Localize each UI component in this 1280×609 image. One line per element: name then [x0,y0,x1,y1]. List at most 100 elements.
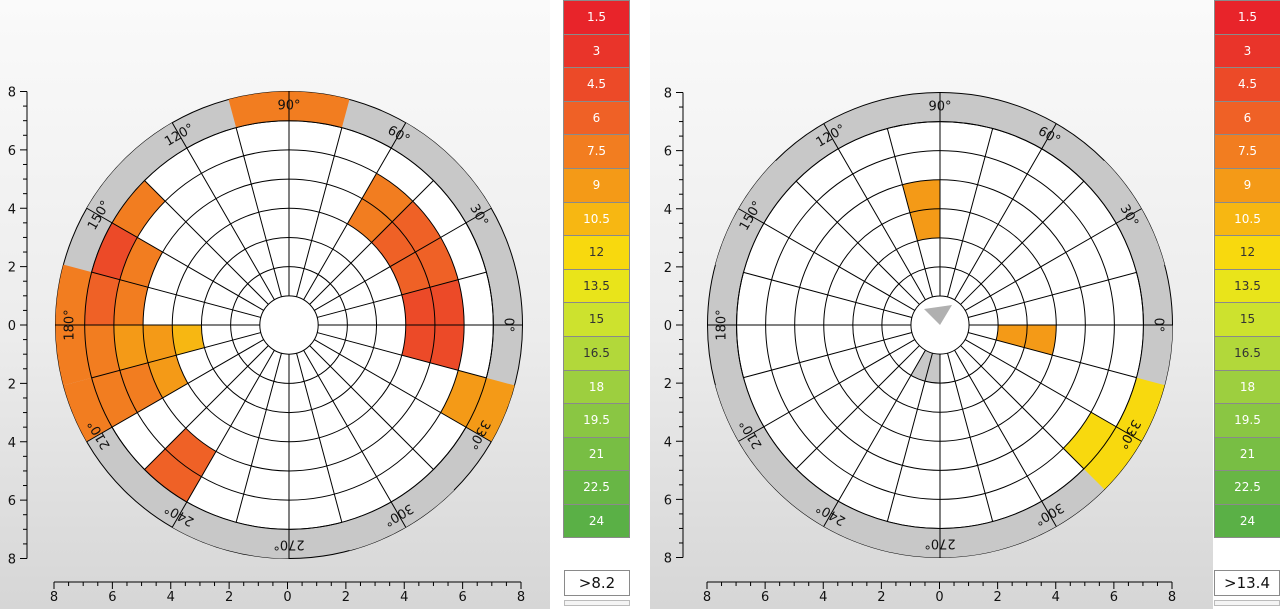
radial-line [171,350,275,528]
legend-cell: 13.5 [1214,268,1280,303]
radial-line [171,122,275,300]
radial-line [91,332,261,379]
legend-cell: 13.5 [563,268,630,303]
x-tick-label: 4 [400,590,408,605]
gray-cell [738,160,797,224]
radial-line [967,332,1137,379]
radial-line [738,208,916,311]
gray-cell [1136,325,1173,386]
radial-line [960,180,1085,305]
angle-label: 90° [928,100,951,115]
radial-line [86,207,264,311]
legend-right: 1.5 3 4.5 6 7.5 9 10.5 12 13.5 15 16.5 18 19.5 21 22.5… [1214,0,1280,538]
gray-cell [1116,208,1165,273]
angle-label: 180° [715,309,730,340]
gray-cell [910,350,933,382]
legend-cell: 15 [563,302,630,336]
y-tick-label: 6 [664,493,672,508]
legend-cell: 7.5 [563,134,630,168]
x-tick-label: 2 [993,590,1001,605]
heat-cell [91,222,138,280]
gray-cell [123,122,187,181]
x-tick-label: 8 [50,590,58,605]
heat-cell [91,370,138,428]
legend-cell: 9 [563,167,630,202]
legend-cell: 4.5 [563,67,630,101]
angle-label: 0° [1150,318,1165,333]
radial-line [960,345,1085,470]
x-tick-label: 0 [283,590,291,605]
x-tick-label: 8 [517,590,525,605]
heat-cell [401,325,435,363]
y-tick-label: 6 [664,145,672,160]
radial-line [317,271,487,318]
heat-cell [909,208,940,241]
heat-cell [401,287,435,325]
legend-cell: 21 [1214,436,1280,471]
radial-line [303,122,407,300]
legend-cell: 9 [1214,167,1280,202]
radial-line [317,332,487,379]
heat-cell [144,448,202,502]
radial-line [967,271,1137,318]
x-tick-label: 8 [1168,590,1176,605]
angle-label: 270° [924,535,955,550]
gray-cell [228,522,289,559]
y-tick-label: 2 [8,377,16,392]
legend-cell: 12 [1214,235,1280,269]
radial-line [947,352,994,522]
legend-foot-left [564,600,630,606]
legend-cell: 3 [563,33,630,68]
heat-cell [228,91,289,128]
gray-cell [738,426,797,490]
radial-line [235,353,282,523]
x-tick-label: 6 [1110,590,1118,605]
heat-cell [63,377,113,442]
gray-cell [172,501,237,551]
radial-line [144,345,269,470]
gray-cell [1041,468,1105,527]
x-tick-label: 4 [167,590,175,605]
legend-cell: 1.5 [1214,0,1280,34]
heat-cell [172,325,205,356]
radial-line [964,339,1142,442]
y-tick-label: 4 [664,203,672,218]
legend-cell: 6 [563,100,630,135]
radial-line [86,339,264,443]
center-marker [924,305,952,325]
radial-line [303,350,407,528]
radial-line [144,180,269,305]
legend-cell: 12 [563,235,630,269]
legend-cell: 1.5 [563,0,630,34]
center-hole [259,295,319,355]
angle-label: 270° [273,536,304,551]
threshold-left: >8.2 [564,570,630,596]
radial-line [823,123,926,301]
x-tick-label: 2 [877,590,885,605]
legend-cell: 22.5 [563,470,630,504]
radial-line [823,349,926,527]
radial-line [954,349,1057,527]
x-tick-label: 2 [225,590,233,605]
gray-cell [992,501,1057,550]
radial-line [964,208,1142,311]
radial-line [886,128,933,298]
heat-cell [112,180,166,238]
heat-cell [1083,426,1142,490]
radial-line [296,127,343,297]
legend-cell: 10.5 [1214,201,1280,236]
gray-cell [715,208,764,273]
x-tick-label: 4 [819,590,827,605]
x-tick-label: 0 [935,590,943,605]
y-tick-label: 4 [8,202,16,217]
radial-line [314,207,492,311]
legend-cell: 6 [1214,100,1280,135]
legend-cell: 3 [1214,33,1280,68]
angle-label: 90° [277,99,300,114]
y-tick-label: 6 [8,494,16,509]
gray-cell [940,521,1001,558]
y-tick-label: 8 [664,552,672,567]
heat-cell [465,377,515,442]
heat-cell [902,179,940,213]
heat-cell [55,264,92,325]
